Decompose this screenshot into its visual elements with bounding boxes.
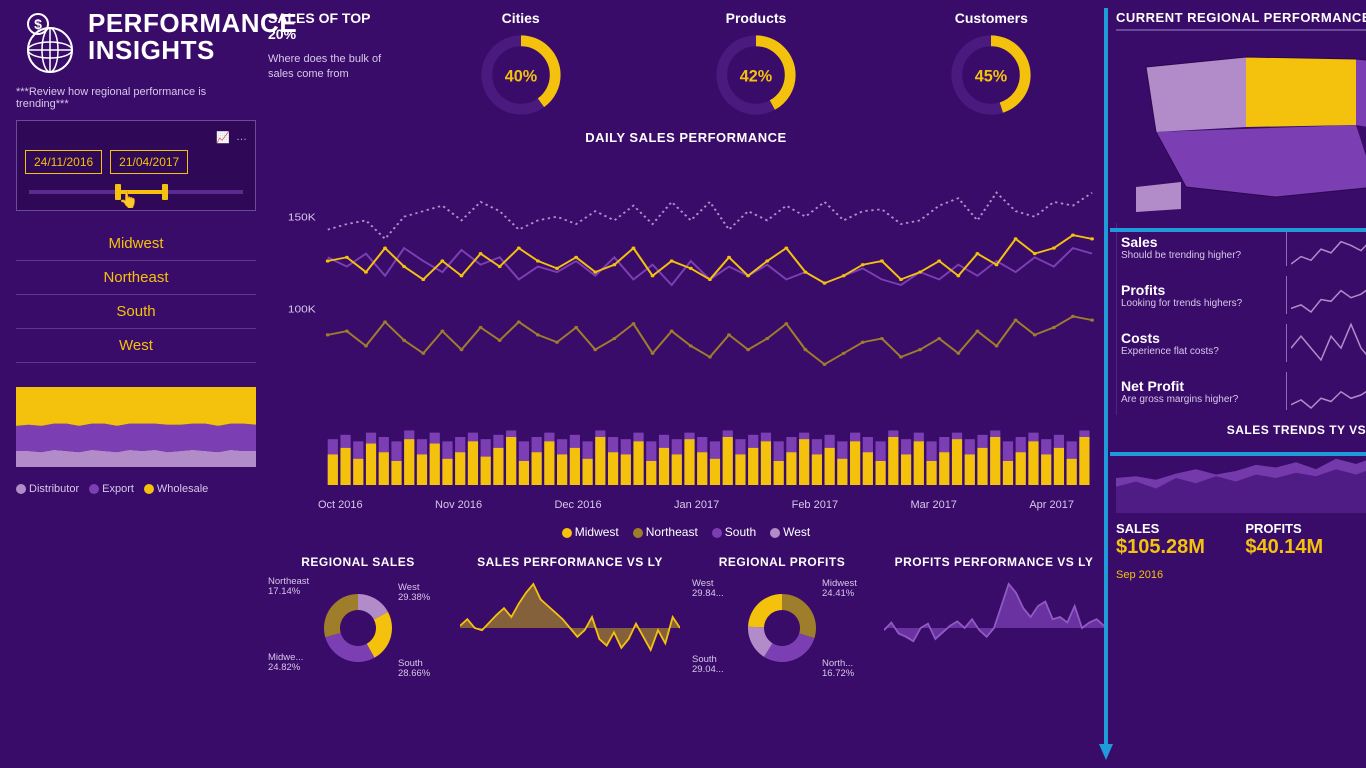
globe-dollar-icon: $ [16, 10, 80, 74]
legend-wholesale: Wholesale [144, 483, 208, 495]
spark-row-sales: SalesShould be trending higher? [1116, 223, 1366, 271]
kpi-label: Cities [408, 10, 633, 26]
spark-row-profits: ProfitsLooking for trends highers? [1116, 271, 1366, 319]
right-panel-title: CURRENT REGIONAL PERFORMANCE [1116, 10, 1366, 31]
sales-trends-chart [1116, 443, 1366, 513]
svg-text:45%: 45% [975, 67, 1007, 85]
regional-sales-donut: Northeast17.14%Midwe...24.82%South28.66%… [268, 573, 448, 683]
date-to-box[interactable]: 21/04/2017 [110, 150, 188, 174]
kpi-block-title: SALES OF TOP 20% [268, 10, 398, 42]
channel-legend: Distributor Export Wholesale [16, 483, 256, 495]
profits-vs-ly-chart [884, 573, 1104, 683]
region-item-south[interactable]: South [16, 295, 256, 329]
kpi-cities: Cities 40% [408, 10, 633, 120]
kpi-products: Products 42% [643, 10, 868, 120]
slicer-chart-icon[interactable]: 📈 [216, 131, 230, 144]
regional-profits-donut: West29.84...South29.04...North...16.72%M… [692, 573, 872, 683]
trends-title: SALES TRENDS TY VS LY [1116, 423, 1366, 437]
legend-export: Export [89, 483, 134, 495]
us-map [1116, 37, 1366, 217]
page-title: PERFORMANCEINSIGHTS [88, 10, 297, 65]
svg-text:40%: 40% [504, 67, 536, 85]
spark-row-costs: CostsExperience flat costs? [1116, 319, 1366, 367]
sales-vs-ly-chart [460, 573, 680, 683]
daily-sales-chart: 150K 100K [268, 155, 1104, 415]
channel-area-chart [16, 387, 256, 467]
svg-text:42%: 42% [740, 67, 772, 85]
month-axis: Oct 2016Nov 2016Dec 2016Jan 2017Feb 2017… [268, 495, 1104, 511]
legend-distributor: Distributor [16, 483, 79, 495]
kpi-label: Products [643, 10, 868, 26]
region-item-midwest[interactable]: Midwest [16, 227, 256, 261]
date-range-slicer[interactable]: 📈 … 24/11/2016 21/04/2017 👆 [16, 120, 256, 211]
page-subtitle: ***Review how regional performance is tr… [16, 86, 256, 110]
svg-text:150K: 150K [288, 212, 317, 223]
slider-handle-end[interactable] [162, 184, 168, 200]
kpi-label: Customers [879, 10, 1104, 26]
svg-text:100K: 100K [288, 305, 317, 316]
daily-bars-strip [268, 425, 1104, 485]
daily-chart-legend: MidwestNortheastSouthWest [268, 525, 1104, 539]
totals-row: SALES$105.28MPROFITS$40.14MMARGINS38.1% [1116, 521, 1366, 559]
total-profits: PROFITS$40.14M [1245, 521, 1366, 559]
date-from-box[interactable]: 24/11/2016 [25, 150, 102, 174]
regional-sales-title: REGIONAL SALES [268, 555, 448, 569]
region-list: MidwestNortheastSouthWest [16, 227, 256, 363]
region-item-west[interactable]: West [16, 329, 256, 363]
axis-from: Sep 2016 [1116, 569, 1163, 581]
daily-chart-title: DAILY SALES PERFORMANCE [268, 130, 1104, 145]
profits-vs-ly-title: PROFITS PERFORMANCE VS LY [884, 555, 1104, 569]
cursor-hand-icon: 👆 [119, 190, 139, 210]
slicer-more-icon[interactable]: … [236, 131, 247, 144]
sales-vs-ly-title: SALES PERFORMANCE VS LY [460, 555, 680, 569]
kpi-customers: Customers 45% [879, 10, 1104, 120]
spark-row-net-profit: Net ProfitAre gross margins higher? [1116, 367, 1366, 415]
region-item-northeast[interactable]: Northeast [16, 261, 256, 295]
regional-profits-title: REGIONAL PROFITS [692, 555, 872, 569]
total-sales: SALES$105.28M [1116, 521, 1237, 559]
kpi-block-subtitle: Where does the bulk of sales come from [268, 52, 398, 83]
